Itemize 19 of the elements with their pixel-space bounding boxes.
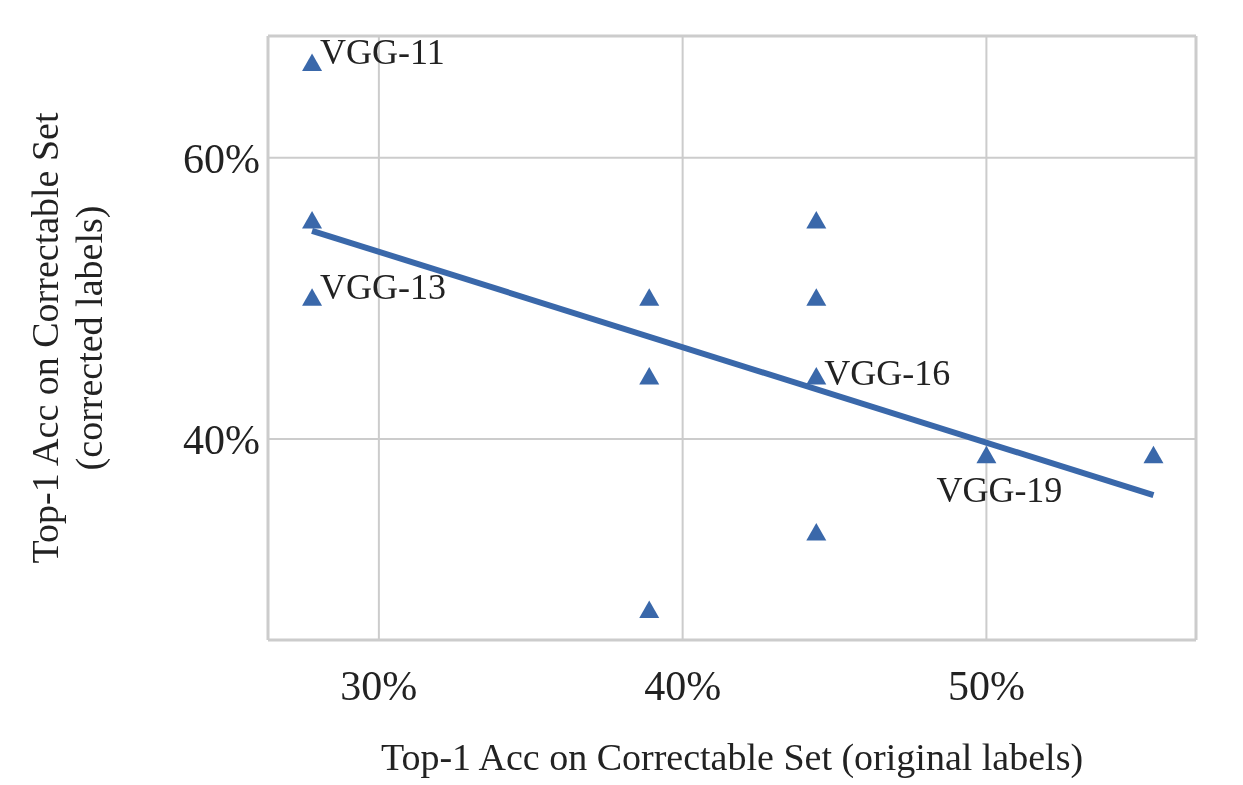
point	[302, 210, 323, 229]
point	[806, 210, 827, 229]
point	[1143, 445, 1164, 464]
y-tick-label: 60%	[183, 135, 260, 182]
x-tick-label: 30%	[340, 662, 418, 709]
point	[806, 288, 827, 306]
point	[639, 367, 660, 385]
x-tick-label: 50%	[947, 662, 1025, 709]
annotation: VGG-11	[320, 31, 445, 72]
x-axis-title: Top-1 Acc on Correctable Set (original labels)	[380, 736, 1084, 779]
annotation: VGG-13	[320, 266, 447, 307]
annotation: VGG-19	[936, 470, 1063, 511]
point	[806, 523, 827, 541]
point	[976, 445, 997, 464]
annotation: VGG-16	[824, 353, 951, 394]
x-tick-label: 40%	[644, 662, 722, 709]
y-axis-title: Top-1 Acc on Correctable Set (corrected labels)	[24, 112, 111, 564]
point	[639, 288, 660, 306]
point	[639, 600, 660, 618]
